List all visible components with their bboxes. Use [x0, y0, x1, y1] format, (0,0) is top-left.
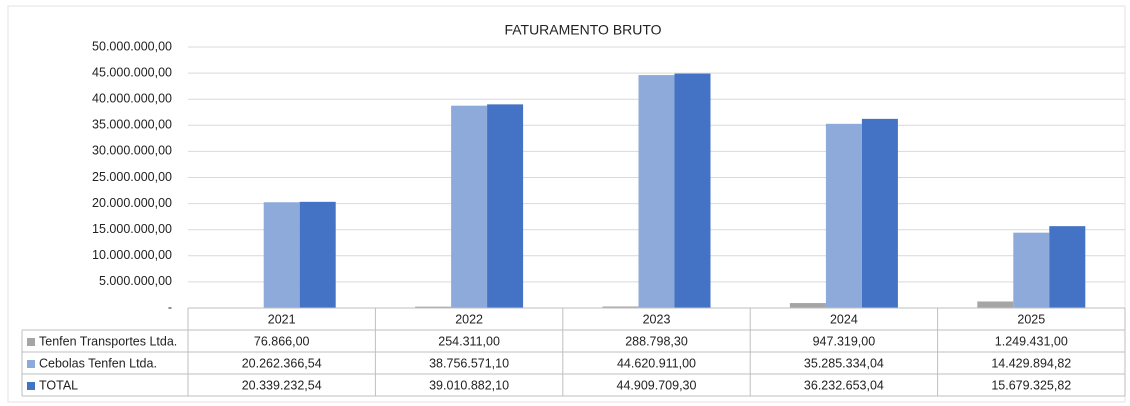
legend-key: [27, 338, 35, 346]
table-value: 76.866,00: [254, 334, 310, 348]
y-tick-label: 40.000.000,00: [92, 91, 172, 105]
y-tick-label: 5.000.000,00: [99, 274, 172, 288]
chart-title: FATURAMENTO BRUTO: [504, 22, 661, 38]
table-value: 44.620.911,00: [617, 356, 696, 370]
y-tick-label: 10.000.000,00: [92, 248, 172, 262]
table-value: 947.319,00: [813, 334, 876, 348]
table-value: 39.010.882,10: [429, 378, 509, 392]
y-tick-label: 35.000.000,00: [92, 118, 172, 132]
bar: [638, 75, 675, 308]
legend-key: [27, 382, 35, 390]
bar: [451, 105, 488, 308]
table-value: 254.311,00: [438, 334, 500, 348]
table-value: 44.909.709,30: [617, 378, 697, 392]
bar: [415, 306, 452, 308]
y-tick-label: 20.000.000,00: [92, 196, 172, 210]
bar: [487, 104, 524, 309]
y-tick-label: 15.000.000,00: [92, 222, 172, 236]
x-tick-label: 2023: [643, 312, 671, 326]
x-tick-label: 2024: [830, 312, 858, 326]
table-value: 35.285.334,04: [804, 356, 884, 370]
bar: [861, 118, 898, 308]
x-tick-label: 2021: [268, 312, 296, 326]
bar: [602, 306, 639, 308]
table-value: 14.429.894,82: [991, 356, 1071, 370]
legend-key: [27, 360, 35, 368]
table-value: 20.339.232,54: [242, 378, 322, 392]
table-value: 15.679.325,82: [991, 378, 1071, 392]
bar: [825, 123, 862, 309]
y-tick-label: 45.000.000,00: [92, 65, 172, 79]
y-tick-label: 50.000.000,00: [92, 39, 172, 53]
y-tick-label: 25.000.000,00: [92, 170, 172, 184]
bar: [1049, 226, 1086, 308]
table-value: 36.232.653,04: [804, 378, 884, 392]
bar: [977, 301, 1014, 308]
bar: [263, 202, 300, 308]
table-value: 20.262.366,54: [242, 356, 322, 370]
table-value: 288.798,30: [625, 334, 688, 348]
bar: [674, 73, 711, 308]
bar: [1013, 232, 1050, 308]
x-tick-label: 2022: [455, 312, 483, 326]
bar: [299, 201, 336, 308]
legend-label: Cebolas Tenfen Ltda.: [39, 356, 157, 370]
legend-label: Tenfen Transportes Ltda.: [39, 334, 177, 348]
table-value: 1.249.431,00: [995, 334, 1068, 348]
y-tick-label: -: [168, 300, 172, 314]
table-value: 38.756.571,10: [429, 356, 509, 370]
bar: [789, 303, 826, 308]
y-tick-label: 30.000.000,00: [92, 144, 172, 158]
x-tick-label: 2025: [1017, 312, 1045, 326]
legend-label: TOTAL: [39, 378, 78, 392]
